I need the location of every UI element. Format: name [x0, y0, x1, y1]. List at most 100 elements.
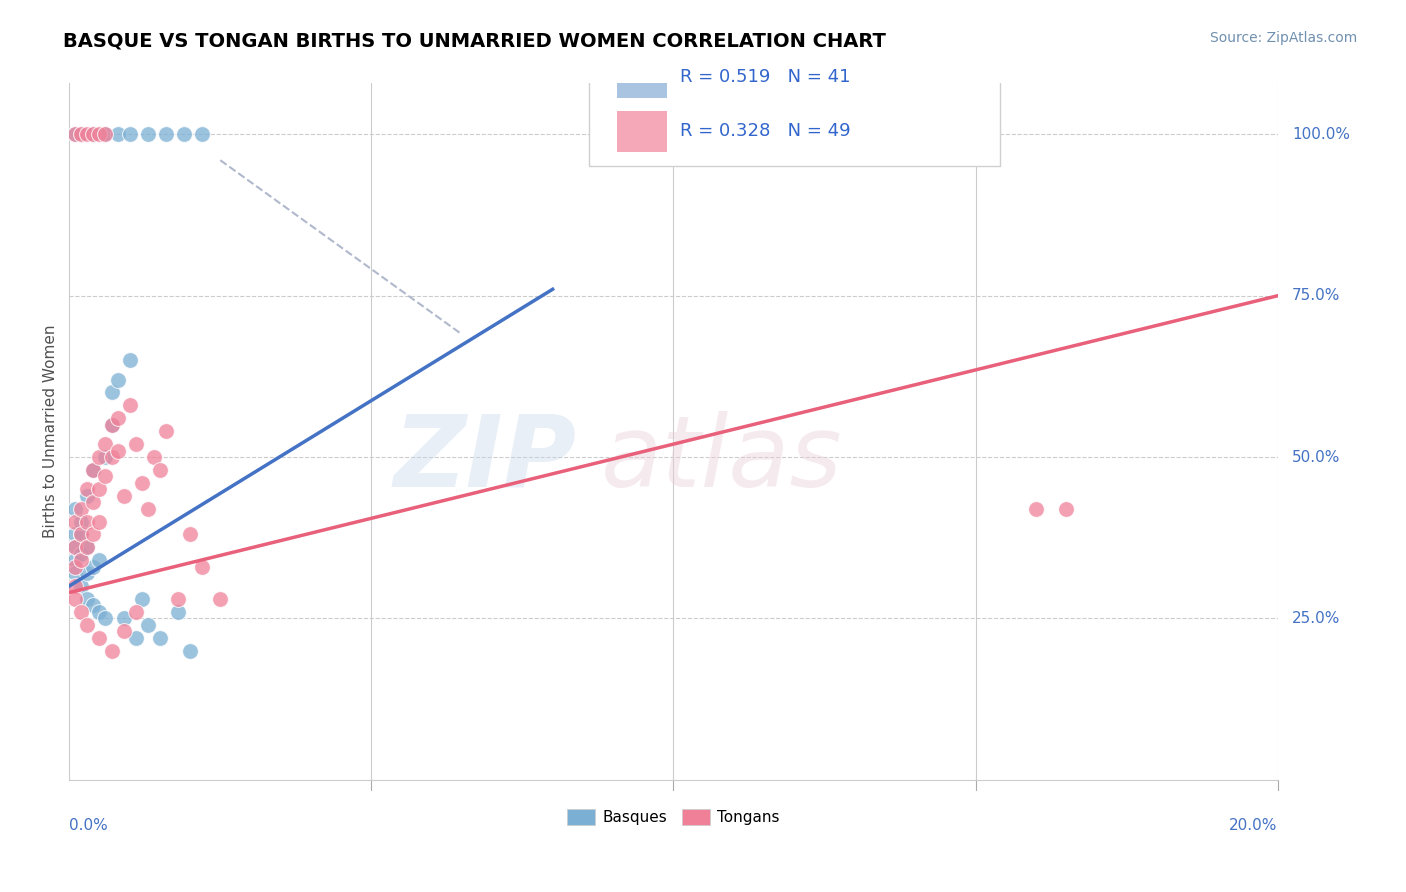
Point — [136, 617, 159, 632]
Point — [82, 495, 104, 509]
Point — [94, 611, 117, 625]
Point — [89, 450, 111, 464]
Point — [179, 527, 201, 541]
Point — [112, 624, 135, 639]
Point — [142, 450, 165, 464]
Point — [173, 128, 195, 142]
Point — [82, 599, 104, 613]
Point — [179, 643, 201, 657]
Point — [112, 611, 135, 625]
Point — [82, 463, 104, 477]
Point — [70, 501, 93, 516]
Point — [118, 128, 141, 142]
Point — [70, 579, 93, 593]
Text: 75.0%: 75.0% — [1292, 288, 1341, 303]
Point — [191, 559, 214, 574]
Point — [76, 541, 98, 555]
Text: 20.0%: 20.0% — [1229, 818, 1278, 833]
Point — [89, 631, 111, 645]
Point — [209, 591, 232, 606]
Point — [70, 128, 93, 142]
Point — [149, 631, 172, 645]
Text: 100.0%: 100.0% — [1292, 127, 1350, 142]
Point — [76, 483, 98, 497]
Point — [65, 553, 87, 567]
FancyBboxPatch shape — [617, 57, 668, 98]
Point — [125, 437, 148, 451]
Point — [136, 128, 159, 142]
Point — [70, 128, 93, 142]
Point — [65, 591, 87, 606]
Point — [76, 617, 98, 632]
Point — [125, 605, 148, 619]
Text: 25.0%: 25.0% — [1292, 611, 1341, 626]
Point — [167, 591, 190, 606]
Legend: Basques, Tongans: Basques, Tongans — [561, 803, 786, 831]
Point — [65, 566, 87, 581]
Text: 50.0%: 50.0% — [1292, 450, 1341, 465]
Point — [112, 489, 135, 503]
Point — [118, 398, 141, 412]
Point — [100, 450, 122, 464]
Point — [1025, 501, 1047, 516]
Point — [65, 559, 87, 574]
Point — [70, 547, 93, 561]
Point — [65, 527, 87, 541]
FancyBboxPatch shape — [617, 112, 668, 153]
Point — [82, 128, 104, 142]
Point — [131, 475, 153, 490]
Point — [65, 128, 87, 142]
Point — [82, 559, 104, 574]
Point — [76, 541, 98, 555]
Point — [89, 128, 111, 142]
Point — [100, 417, 122, 432]
Point — [1054, 501, 1077, 516]
Point — [82, 463, 104, 477]
Point — [65, 541, 87, 555]
Point — [155, 128, 177, 142]
Point — [107, 373, 129, 387]
Point — [100, 643, 122, 657]
Point — [65, 541, 87, 555]
Point — [100, 385, 122, 400]
Point — [118, 353, 141, 368]
Point — [70, 605, 93, 619]
Point — [65, 128, 87, 142]
Point — [70, 527, 93, 541]
Point — [107, 128, 129, 142]
Point — [155, 424, 177, 438]
Point — [100, 417, 122, 432]
Text: BASQUE VS TONGAN BIRTHS TO UNMARRIED WOMEN CORRELATION CHART: BASQUE VS TONGAN BIRTHS TO UNMARRIED WOM… — [63, 31, 886, 50]
Text: R = 0.519   N = 41: R = 0.519 N = 41 — [679, 69, 851, 87]
Y-axis label: Births to Unmarried Women: Births to Unmarried Women — [44, 325, 58, 538]
Point — [94, 450, 117, 464]
Point — [89, 605, 111, 619]
Point — [70, 553, 93, 567]
Point — [89, 553, 111, 567]
Point — [125, 631, 148, 645]
Point — [76, 566, 98, 581]
Text: atlas: atlas — [600, 410, 842, 508]
Point — [94, 128, 117, 142]
Point — [107, 411, 129, 425]
Point — [191, 128, 214, 142]
Point — [82, 128, 104, 142]
Point — [76, 489, 98, 503]
Point — [76, 591, 98, 606]
Point — [89, 515, 111, 529]
Text: 0.0%: 0.0% — [69, 818, 108, 833]
Point — [94, 437, 117, 451]
Point — [70, 515, 93, 529]
Point — [82, 527, 104, 541]
Point — [94, 128, 117, 142]
Text: R = 0.328   N = 49: R = 0.328 N = 49 — [679, 122, 851, 140]
Point — [65, 515, 87, 529]
FancyBboxPatch shape — [589, 45, 1000, 167]
Point — [94, 469, 117, 483]
Point — [107, 443, 129, 458]
Point — [131, 591, 153, 606]
Text: ZIP: ZIP — [394, 410, 576, 508]
Point — [76, 515, 98, 529]
Point — [149, 463, 172, 477]
Point — [65, 501, 87, 516]
